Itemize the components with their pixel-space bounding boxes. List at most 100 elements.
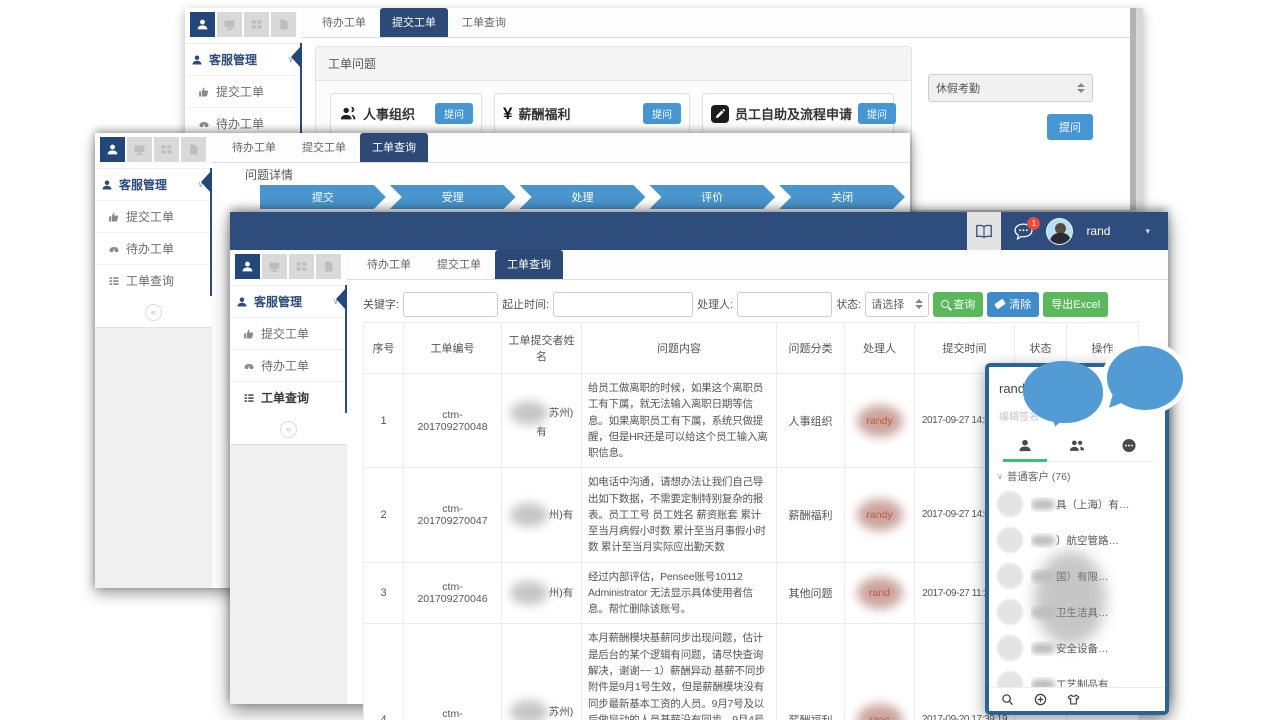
w3-sidebar: 客服管理 ∨ 提交工单 待办工单 工单查询 « (230, 250, 347, 704)
sidebar-item-todo-ticket[interactable]: 待办工单 (230, 349, 345, 381)
tab-ticket-query[interactable]: 工单查询 (462, 17, 506, 29)
doc-nav-icon[interactable] (316, 254, 341, 279)
yen-icon: ¥ (503, 103, 513, 123)
card-title: 薪酬福利 (518, 107, 571, 122)
messages-button[interactable]: 1 (1014, 216, 1041, 240)
chevron-down-icon: ∨ (197, 179, 204, 189)
chat-tab-conversations[interactable] (1103, 432, 1155, 461)
redacted-blur (1031, 679, 1055, 687)
range-label: 起止时间: (502, 299, 550, 311)
caret-down-icon[interactable]: ▾ (1145, 225, 1150, 236)
person-icon (102, 180, 112, 189)
export-excel-button[interactable]: 导出Excel (1043, 291, 1109, 317)
list-item[interactable]: 卫生洁具… (996, 594, 1158, 630)
list-item[interactable]: 具（上海）有… (996, 486, 1158, 522)
tab-submit-ticket[interactable]: 提交工单 (437, 259, 481, 271)
monitor-nav-icon[interactable] (217, 12, 242, 37)
scrollbar[interactable] (1130, 8, 1143, 210)
user-nav-icon[interactable] (100, 137, 125, 162)
detail-panel-title: 问题详情 (245, 168, 294, 182)
category-select[interactable]: 休假考勤 (928, 74, 1093, 102)
ask-button[interactable]: 提问 (858, 103, 897, 124)
redacted-blur (1031, 571, 1055, 583)
list-item[interactable]: 工艺制品有… (996, 666, 1158, 687)
card-title: 人事组织 (363, 107, 416, 122)
sidebar-collapse-button[interactable]: « (280, 421, 297, 438)
binoculars-icon (109, 246, 119, 252)
sidebar-filler (95, 327, 212, 588)
shirt-icon[interactable] (1067, 693, 1080, 706)
table-row[interactable]: 4 ctm-201709200045 苏州)有限公司 本月薪酬模块基薪同步出现问… (363, 623, 1139, 720)
tab-ticket-query[interactable]: 工单查询 (360, 133, 428, 162)
chat-tab-contacts[interactable] (999, 432, 1051, 462)
monitor-nav-icon[interactable] (262, 254, 287, 279)
col-ticket-id: 工单编号 (403, 322, 502, 374)
ask-button[interactable]: 提问 (1047, 114, 1093, 140)
sidebar-item-submit-ticket[interactable]: 提交工单 (230, 317, 345, 349)
chat-tab-groups[interactable] (1051, 432, 1103, 461)
list-item[interactable]: 安全设备… (996, 630, 1158, 666)
sidebar-item-ticket-query[interactable]: 工单查询 (95, 264, 210, 296)
grid-nav-icon[interactable] (154, 137, 179, 162)
customer-group-header[interactable]: ∨ 普通客户 (76) (997, 471, 1071, 483)
avatar (997, 527, 1023, 553)
card-title: 员工自助及流程申请 (735, 107, 853, 122)
tab-todo-ticket[interactable]: 待办工单 (232, 142, 276, 154)
sidebar-item-submit-ticket[interactable]: 提交工单 (95, 200, 210, 232)
speech-bubble (1023, 361, 1103, 423)
sidebar-group-customer-service[interactable]: 客服管理 ∨ (185, 43, 302, 75)
sidebar-collapse-button[interactable]: « (145, 304, 162, 321)
ask-button[interactable]: 提问 (643, 103, 681, 124)
knowledge-book-button[interactable] (967, 212, 1002, 250)
tab-todo-ticket[interactable]: 待办工单 (367, 259, 411, 271)
signature-placeholder[interactable]: 编辑签名 (999, 412, 1039, 423)
sidebar-group-customer-service[interactable]: 客服管理 ∨ (230, 285, 347, 317)
col-content: 问题内容 (581, 322, 777, 374)
user-nav-icon[interactable] (235, 254, 260, 279)
sidebar-group-customer-service[interactable]: 客服管理 ∨ (95, 168, 212, 200)
monitor-nav-icon[interactable] (127, 137, 152, 162)
add-icon[interactable] (1034, 693, 1047, 706)
sidebar-item-ticket-query[interactable]: 工单查询 (230, 381, 345, 413)
ask-button[interactable]: 提问 (435, 103, 473, 124)
grid-nav-icon[interactable] (244, 12, 269, 37)
tab-submit-ticket[interactable]: 提交工单 (302, 142, 346, 154)
active-flag (336, 287, 347, 311)
chevron-down-icon: ∨ (332, 296, 339, 306)
eraser-icon (994, 298, 1007, 310)
list-item[interactable]: ）航空管路… (996, 522, 1158, 558)
doc-nav-icon[interactable] (271, 12, 296, 37)
avatar (997, 635, 1023, 661)
ellipsis-circle-icon (1122, 438, 1136, 453)
grid-nav-icon[interactable] (289, 254, 314, 279)
notification-badge: 1 (1027, 216, 1041, 230)
user-nav-icon[interactable] (190, 12, 215, 37)
sidebar-item-submit-ticket[interactable]: 提交工单 (185, 75, 300, 107)
sidebar-item-todo-ticket[interactable]: 待办工单 (185, 107, 300, 139)
sidebar-item-todo-ticket[interactable]: 待办工单 (95, 232, 210, 264)
tab-todo-ticket[interactable]: 待办工单 (322, 17, 366, 29)
handler-input[interactable] (737, 291, 833, 317)
list-item[interactable]: 国）有限… (996, 558, 1158, 594)
doc-nav-icon[interactable] (181, 137, 206, 162)
date-range-input[interactable] (553, 291, 694, 317)
redacted-blur (1031, 535, 1055, 547)
customer-list: 具（上海）有… ）航空管路… 国）有限… 卫生洁具… 安全设备… 工艺制品有… … (989, 486, 1165, 687)
username: rand (1086, 224, 1111, 238)
avatar (997, 491, 1023, 517)
clear-button[interactable]: 清除 (987, 291, 1040, 317)
filter-bar: 关键字: 起止时间: 处理人: 状态: 请选择 查询 清除 导出Excel (347, 284, 1168, 324)
person-icon (192, 55, 202, 64)
status-select[interactable]: 请选择 (865, 291, 930, 317)
user-avatar[interactable] (1046, 217, 1074, 245)
thumb-up-icon (244, 329, 254, 338)
search-icon[interactable] (1001, 693, 1014, 706)
people-icon (1069, 440, 1085, 451)
keyword-input[interactable] (403, 291, 499, 317)
tab-ticket-query[interactable]: 工单查询 (495, 250, 563, 279)
step-evaluate: 评价 (649, 185, 775, 209)
search-button[interactable]: 查询 (933, 291, 984, 317)
w1-tabbar: 待办工单 提交工单 工单查询 (302, 8, 1143, 38)
tab-submit-ticket[interactable]: 提交工单 (380, 8, 448, 37)
speech-bubble (1102, 341, 1188, 415)
